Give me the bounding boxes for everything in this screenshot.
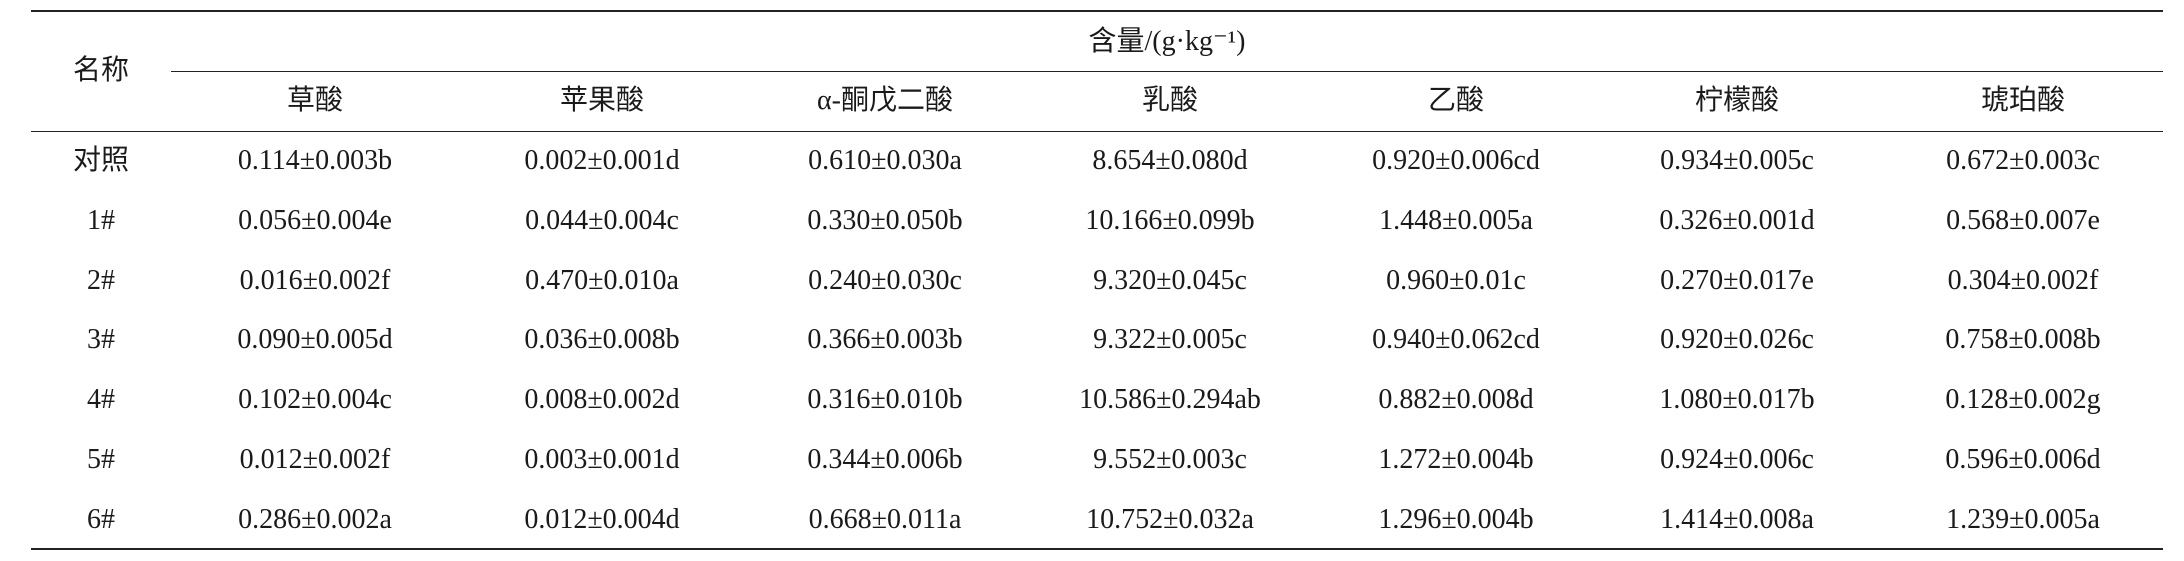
column-header: 苹果酸: [559, 85, 645, 116]
table-cell: 0.470±0.010a: [525, 264, 679, 296]
table-cell: 1.272±0.004b: [1378, 444, 1534, 475]
table-cell: 0.758±0.008b: [1945, 324, 2101, 356]
group-rule: [171, 71, 2163, 72]
row-label: 4#: [87, 384, 115, 416]
table-cell: 1.296±0.004b: [1378, 503, 1534, 535]
top-rule: [31, 10, 2163, 12]
table-cell: 0.940±0.062cd: [1372, 324, 1540, 356]
table-cell: 1.239±0.005a: [1946, 503, 2100, 535]
row-label: 对照: [72, 145, 130, 176]
table-cell: 1.448±0.005a: [1379, 204, 1533, 236]
table-cell: 0.102±0.004c: [238, 384, 392, 416]
name-header: 名称: [72, 55, 130, 86]
column-header: 琥珀酸: [1980, 85, 2066, 116]
table-cell: 9.322±0.005c: [1093, 324, 1247, 356]
table-cell: 10.166±0.099b: [1085, 204, 1255, 236]
column-header: 草酸: [286, 85, 344, 116]
row-label: 2#: [87, 264, 115, 296]
table-cell: 0.920±0.006cd: [1372, 145, 1540, 176]
row-label: 5#: [87, 444, 115, 475]
table-cell: 0.596±0.006d: [1945, 444, 2101, 475]
table-cell: 8.654±0.080d: [1092, 145, 1248, 176]
table-cell: 0.008±0.002d: [524, 384, 680, 416]
table-cell: 0.924±0.006c: [1660, 444, 1814, 475]
group-header: 含量/(g·kg⁻¹): [1088, 26, 1246, 57]
table-cell: 0.044±0.004c: [525, 204, 679, 236]
table-cell: 1.080±0.017b: [1659, 384, 1815, 416]
table-cell: 0.003±0.001d: [524, 444, 680, 475]
table-cell: 0.016±0.002f: [239, 264, 391, 296]
table-cell: 1.414±0.008a: [1660, 503, 1814, 535]
row-label: 6#: [87, 503, 115, 535]
table-cell: 0.056±0.004e: [238, 204, 392, 236]
row-label: 1#: [87, 204, 115, 236]
table-cell: 0.330±0.050b: [807, 204, 963, 236]
table-cell: 0.240±0.030c: [808, 264, 962, 296]
table-cell: 0.128±0.002g: [1945, 384, 2101, 416]
column-header: α-酮戊二酸: [817, 85, 953, 116]
row-label: 3#: [87, 324, 115, 356]
table-cell: 0.114±0.003b: [237, 145, 393, 176]
table-cell: 10.752±0.032a: [1086, 503, 1254, 535]
table-cell: 0.012±0.004d: [524, 503, 680, 535]
table-cell: 10.586±0.294ab: [1079, 384, 1261, 416]
table-cell: 0.920±0.026c: [1660, 324, 1814, 356]
table-cell: 0.960±0.01c: [1386, 264, 1526, 296]
table-cell: 0.934±0.005c: [1660, 145, 1814, 176]
table-cell: 0.366±0.003b: [807, 324, 963, 356]
table-cell: 0.568±0.007e: [1946, 204, 2100, 236]
table-cell: 0.270±0.017e: [1660, 264, 1814, 296]
table-cell: 0.344±0.006b: [807, 444, 963, 475]
column-header: 乙酸: [1427, 85, 1485, 116]
table-cell: 0.882±0.008d: [1378, 384, 1534, 416]
table-cell: 9.320±0.045c: [1093, 264, 1247, 296]
table-cell: 0.668±0.011a: [808, 503, 962, 535]
column-header: 柠檬酸: [1694, 85, 1780, 116]
table-cell: 0.036±0.008b: [524, 324, 680, 356]
table-cell: 0.672±0.003c: [1946, 145, 2100, 176]
table-cell: 0.304±0.002f: [1947, 264, 2099, 296]
table-cell: 0.012±0.002f: [239, 444, 391, 475]
table-cell: 0.326±0.001d: [1659, 204, 1815, 236]
column-header: 乳酸: [1141, 85, 1199, 116]
bottom-rule: [31, 548, 2163, 550]
table-cell: 9.552±0.003c: [1093, 444, 1247, 475]
table-cell: 0.610±0.030a: [808, 145, 962, 176]
table-cell: 0.002±0.001d: [524, 145, 680, 176]
table-cell: 0.316±0.010b: [807, 384, 963, 416]
table-cell: 0.090±0.005d: [237, 324, 393, 356]
header-rule: [31, 131, 2163, 132]
table-cell: 0.286±0.002a: [238, 503, 392, 535]
